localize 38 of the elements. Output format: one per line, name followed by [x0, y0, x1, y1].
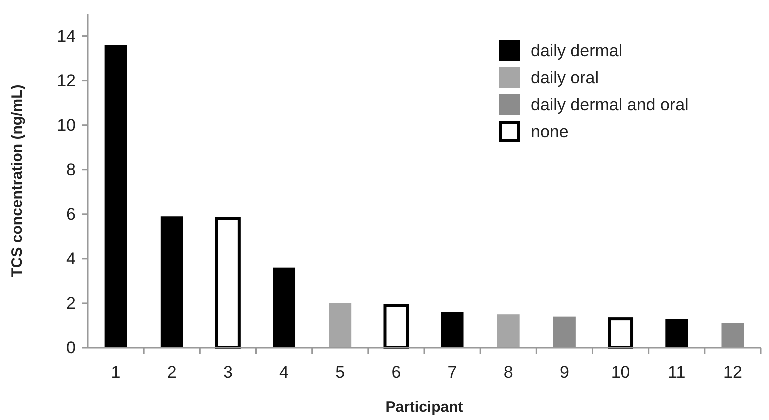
y-tick-label: 8 [66, 160, 76, 180]
x-tick-label: 2 [167, 363, 177, 382]
legend-label: daily dermal and oral [531, 96, 689, 114]
x-tick-label: 4 [280, 363, 290, 382]
legend-label: daily oral [531, 68, 600, 88]
bar [553, 316, 576, 348]
bar [384, 304, 410, 350]
x-tick-label: 7 [448, 363, 458, 382]
bar [104, 45, 128, 348]
x-axis-title: Participant [386, 399, 464, 416]
y-tick-label: 12 [57, 71, 76, 90]
y-tick-label: 2 [66, 294, 76, 313]
legend-label: daily dermal [531, 42, 623, 60]
x-tick-label: 11 [668, 363, 686, 382]
x-tick-label: 5 [336, 363, 346, 382]
bar [273, 268, 296, 348]
x-tick-label: 8 [504, 363, 514, 382]
y-axis-title: TCS concentration (ng/mL) [9, 84, 26, 278]
bar [329, 303, 352, 348]
bar [160, 216, 184, 348]
x-tick-label: 9 [560, 363, 570, 382]
x-tick-label: 12 [723, 363, 742, 382]
bar [441, 312, 464, 348]
x-tick-label: 3 [223, 363, 233, 382]
x-tick-label: 1 [111, 363, 121, 382]
y-tick-label: 0 [66, 338, 76, 358]
bar [215, 217, 241, 350]
y-tick-label: 4 [66, 249, 76, 268]
bar [497, 314, 520, 348]
legend-label: none [531, 122, 569, 142]
bar [666, 319, 688, 348]
y-tick-label: 6 [66, 204, 76, 224]
bar [608, 318, 634, 350]
y-tick-label: 14 [57, 26, 76, 46]
bar [722, 324, 744, 348]
y-tick-label: 10 [57, 116, 76, 135]
x-tick-label: 10 [611, 363, 630, 382]
x-tick-label: 6 [392, 363, 402, 382]
